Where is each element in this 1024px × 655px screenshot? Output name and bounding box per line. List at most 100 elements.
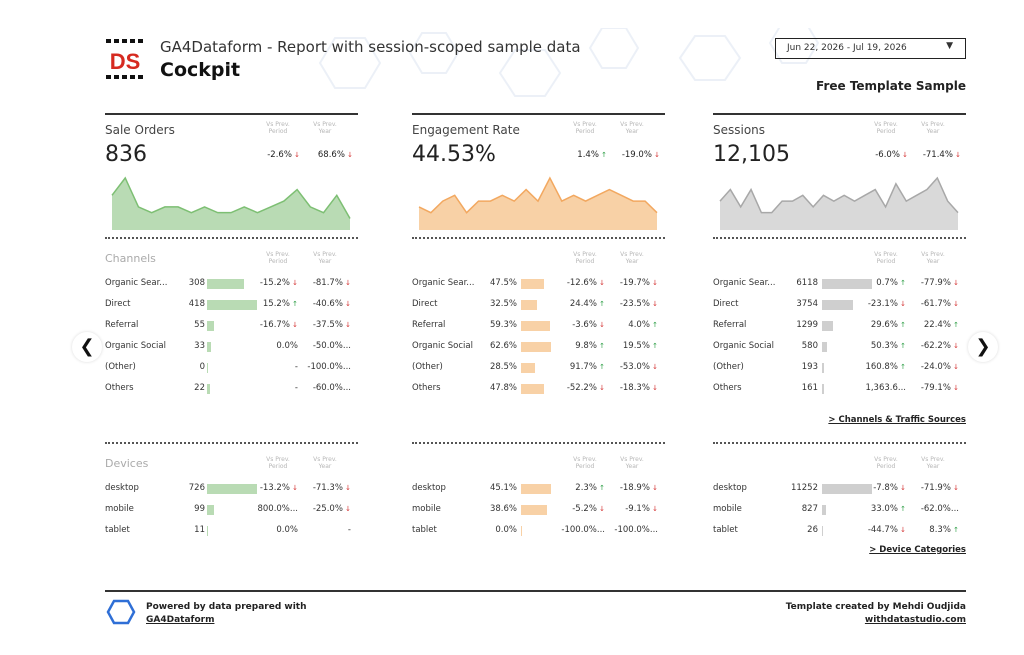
devices-value: 99: [194, 504, 205, 514]
channels-prev-year-value: -53.0%: [619, 362, 650, 372]
channels-prev-period-value: -3.6%: [572, 320, 597, 330]
kpi-prev-year: 68.6% ↓: [305, 150, 353, 160]
devices-bar: [207, 526, 208, 536]
sparkline-line: [418, 176, 658, 214]
devices-row: desktop 45.1% 2.3% ↑ -18.9% ↓: [412, 482, 665, 496]
channels-prev-year-value: -60.0%...: [312, 383, 351, 393]
channels-row: Direct 3754 -23.1% ↓ -61.7% ↓: [713, 298, 966, 312]
channels-prev-year: -61.7% ↓: [913, 299, 959, 309]
channels-prev-year: -18.3% ↓: [612, 383, 658, 393]
channels-prev-period-value: 1,363.6...: [865, 383, 906, 393]
arrow-icon: ↓: [899, 151, 908, 159]
channels-name: (Other): [105, 362, 136, 372]
channels-row: Organic Social 580 50.3% ↑ -62.2% ↓: [713, 340, 966, 354]
channels-prev-year-value: -79.1%: [920, 383, 951, 393]
devices-prev-period-value: 2.3%: [575, 483, 597, 493]
devices-prev-year-value: -18.9%: [619, 483, 650, 493]
prev-year-header: Vs Prev. Year: [921, 251, 945, 265]
arrow-icon: ↓: [897, 484, 906, 492]
channels-prev-year: -60.0%...: [305, 383, 351, 393]
channels-prev-year: 19.5% ↑: [612, 341, 658, 351]
device-categories-link[interactable]: > Device Categories: [869, 545, 966, 555]
arrow-icon: ↓: [342, 484, 351, 492]
devices-prev-period: -5.2% ↓: [559, 504, 605, 514]
previous-page-button[interactable]: ❮: [72, 332, 102, 362]
hexagon-icon: [106, 599, 136, 625]
channels-row: Others 22 - -60.0%...: [105, 382, 358, 396]
channels-traffic-link[interactable]: > Channels & Traffic Sources: [828, 415, 966, 425]
channels-prev-period-value: 0.7%: [876, 278, 898, 288]
devices-name: tablet: [412, 525, 437, 535]
channels-prev-period: -23.1% ↓: [860, 299, 906, 309]
devices-prev-period: 800.0%...: [252, 504, 298, 514]
channels-prev-year-value: -62.2%: [920, 341, 951, 351]
channels-row: Direct 418 15.2% ↑ -40.6% ↓: [105, 298, 358, 312]
section-divider: [105, 237, 358, 239]
ga4dataform-link[interactable]: GA4Dataform: [146, 615, 215, 625]
arrow-icon: ↑: [897, 505, 906, 513]
devices-name: desktop: [105, 483, 139, 493]
devices-bar: [822, 505, 826, 515]
channels-bar: [822, 300, 853, 310]
devices-bar: [822, 484, 872, 494]
sparkline-area: [419, 178, 657, 230]
kpi-title: Engagement Rate: [412, 123, 520, 137]
channels-prev-year-value: 4.0%: [628, 320, 650, 330]
arrow-icon: ↓: [649, 300, 658, 308]
sparkline-chart: [719, 176, 959, 230]
channels-prev-year: -40.6% ↓: [305, 299, 351, 309]
arrow-icon: ↓: [596, 505, 605, 513]
arrow-icon: ↑: [950, 526, 959, 534]
arrow-icon: ↓: [649, 484, 658, 492]
channels-prev-period-value: 15.2%: [262, 299, 290, 309]
channels-row: Direct 32.5% 24.4% ↑ -23.5% ↓: [412, 298, 665, 312]
next-page-button[interactable]: ❯: [968, 332, 998, 362]
devices-prev-year: -: [305, 525, 351, 535]
hexagon-background-decoration: [318, 28, 820, 97]
channels-name: Organic Social: [713, 341, 774, 351]
withdatastudio-link[interactable]: withdatastudio.com: [864, 615, 966, 625]
prev-period-header: Vs Prev. Period: [874, 121, 898, 135]
channels-prev-period: 91.7% ↑: [559, 362, 605, 372]
date-range-label: Jun 22, 2026 - Jul 19, 2026: [787, 43, 907, 53]
devices-row: tablet 26 -44.7% ↓ 8.3% ↑: [713, 524, 966, 538]
prev-year-header: Vs Prev. Year: [921, 456, 945, 470]
devices-bar: [521, 505, 547, 515]
channels-bar: [521, 384, 544, 394]
devices-prev-year-value: -62.0%...: [920, 504, 959, 514]
channels-prev-period-value: 0.0%: [276, 341, 298, 351]
devices-prev-period: 0.0%: [252, 525, 298, 535]
kpi-value: 12,105: [713, 142, 790, 167]
devices-name: tablet: [713, 525, 738, 535]
arrow-icon: ↓: [649, 384, 658, 392]
devices-value: 11: [194, 525, 205, 535]
arrow-icon: ↓: [344, 151, 353, 159]
devices-row: mobile 99 800.0%... -25.0% ↓: [105, 503, 358, 517]
sparkline-chart: [418, 176, 658, 230]
devices-value: 26: [807, 525, 818, 535]
devices-prev-period-value: -7.8%: [873, 483, 898, 493]
devices-prev-period: -44.7% ↓: [860, 525, 906, 535]
powered-by-text: Powered by data prepared with: [146, 602, 307, 612]
channels-bar: [822, 384, 824, 394]
channels-bar: [822, 342, 827, 352]
section-divider: [412, 442, 665, 444]
kpi-prev-period: 1.4% ↑: [559, 150, 607, 160]
channels-value: 418: [188, 299, 205, 309]
arrow-icon: ↑: [897, 342, 906, 350]
channels-prev-year: -100.0%...: [305, 362, 351, 372]
kpi-value: 44.53%: [412, 142, 496, 167]
channels-prev-period-value: 29.6%: [870, 320, 898, 330]
channels-bar: [822, 279, 872, 289]
channels-prev-period: 15.2% ↑: [252, 299, 298, 309]
channels-name: Direct: [412, 299, 438, 309]
date-range-picker[interactable]: Jun 22, 2026 - Jul 19, 2026 ▼: [775, 38, 966, 59]
channels-prev-year-value: -77.9%: [920, 278, 951, 288]
arrow-icon: ↓: [651, 151, 660, 159]
devices-prev-period: -100.0%...: [559, 525, 605, 535]
sparkline-line: [719, 176, 959, 214]
section-divider: [412, 237, 665, 239]
arrow-icon: ↓: [649, 279, 658, 287]
sparkline-area: [720, 178, 958, 230]
devices-prev-period-value: 0.0%: [276, 525, 298, 535]
